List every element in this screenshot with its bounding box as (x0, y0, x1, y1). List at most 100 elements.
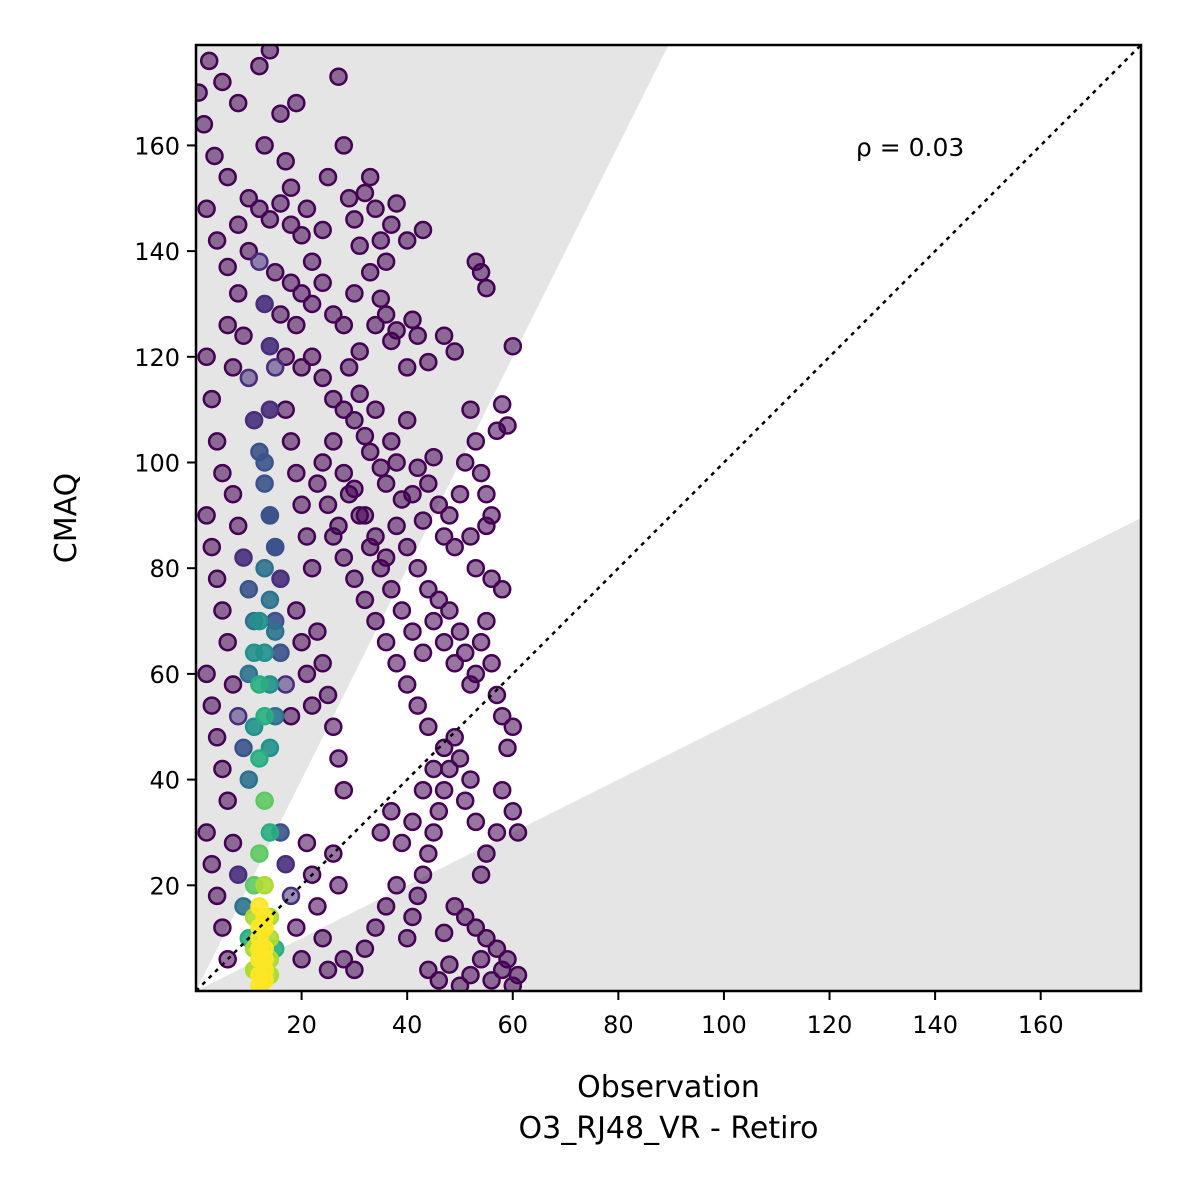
data-point (313, 273, 332, 293)
data-point (492, 960, 512, 980)
data-point (324, 389, 343, 409)
data-point (455, 643, 475, 663)
data-point (196, 83, 208, 102)
data-point (297, 664, 317, 684)
data-point (324, 305, 343, 324)
data-point (360, 442, 380, 462)
data-point (355, 183, 375, 203)
y-tick-label: 60 (149, 661, 180, 689)
data-point (471, 950, 491, 969)
data-point (255, 294, 274, 314)
lower-shaded-band (196, 518, 1141, 991)
data-point (387, 654, 406, 673)
data-point (213, 918, 232, 937)
data-point (466, 918, 486, 937)
data-point (234, 326, 253, 345)
data-point (408, 696, 427, 715)
data-point (297, 199, 317, 219)
data-point (445, 342, 464, 361)
data-point (503, 976, 523, 991)
data-point (271, 643, 290, 663)
data-point (302, 294, 322, 314)
data-point (276, 675, 295, 694)
data-point (250, 675, 269, 694)
x-tick-label: 100 (701, 1011, 747, 1039)
data-point (503, 717, 523, 737)
data-point (197, 199, 216, 219)
data-point (302, 558, 322, 578)
scatter-points (196, 45, 528, 991)
data-point (318, 495, 338, 515)
data-point (492, 580, 512, 599)
data-point (276, 152, 295, 171)
data-point (413, 865, 433, 884)
data-point (376, 897, 396, 916)
y-axis-title: CMAQ (49, 473, 84, 563)
data-point (234, 738, 253, 758)
data-point (313, 928, 332, 948)
x-tick-label: 40 (392, 1011, 423, 1039)
data-point (466, 812, 486, 832)
data-point (355, 939, 375, 958)
data-point (466, 432, 486, 451)
data-point (471, 632, 491, 652)
data-point (387, 876, 406, 895)
data-point (334, 400, 354, 419)
data-point (371, 823, 391, 842)
data-point (455, 791, 475, 810)
data-point (318, 167, 338, 187)
data-point (239, 580, 259, 599)
data-point (345, 960, 364, 980)
data-point (287, 601, 306, 620)
data-point (260, 738, 280, 758)
data-point (445, 728, 464, 747)
data-point (292, 495, 311, 515)
data-point (244, 410, 264, 430)
data-point (419, 580, 438, 599)
data-point (228, 865, 248, 884)
data-point (228, 706, 248, 726)
data-point (366, 527, 385, 546)
data-point (508, 823, 528, 842)
data-point (429, 802, 449, 821)
data-point (329, 516, 348, 536)
data-point (196, 115, 214, 134)
data-point (376, 252, 396, 271)
data-point (392, 490, 412, 509)
data-point (265, 622, 285, 641)
data-point (202, 696, 222, 715)
data-point (360, 263, 380, 282)
data-point (339, 189, 359, 208)
data-point (413, 643, 433, 663)
data-point (318, 685, 338, 705)
data-point (276, 347, 295, 367)
data-point (471, 463, 491, 483)
data-point (429, 495, 449, 515)
data-point (276, 400, 295, 419)
data-point (450, 749, 470, 768)
data-point (250, 56, 269, 76)
data-point (207, 432, 227, 451)
data-point (334, 950, 354, 969)
data-point (302, 347, 322, 367)
data-point (482, 971, 501, 990)
data-point (308, 622, 327, 641)
data-point (350, 384, 369, 404)
data-point (371, 289, 391, 308)
data-point (276, 854, 295, 874)
data-point (424, 759, 443, 779)
data-point (287, 463, 306, 483)
data-point (302, 252, 322, 271)
data-point (471, 865, 491, 884)
data-point (260, 400, 280, 419)
data-point (260, 45, 280, 60)
data-point (455, 907, 475, 927)
data-point (387, 453, 406, 472)
data-point (239, 368, 259, 388)
data-point (371, 458, 391, 478)
data-point (334, 780, 354, 800)
data-point (382, 215, 401, 234)
data-point (403, 622, 422, 641)
data-point (355, 506, 375, 525)
data-point (255, 453, 274, 472)
